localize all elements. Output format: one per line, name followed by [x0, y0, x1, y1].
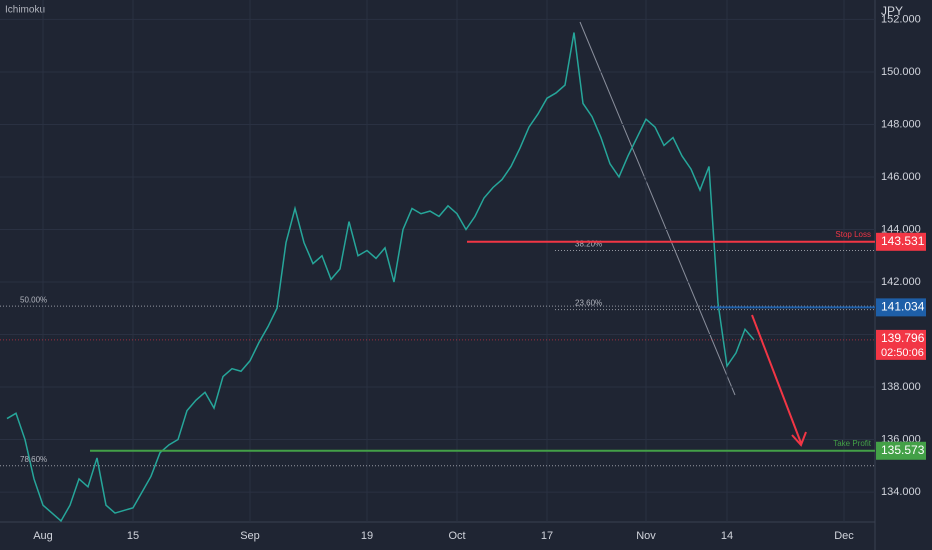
forecast-arrow — [751, 314, 802, 444]
x-tick-label: Aug — [33, 530, 53, 542]
x-tick-label: Oct — [448, 530, 465, 542]
price-badge-text: 135.573 — [881, 443, 925, 457]
y-tick-label: 152.000 — [881, 13, 921, 25]
fib-label: 38.20% — [575, 240, 602, 249]
price-badge — [876, 441, 926, 460]
y-tick-label: 146.000 — [881, 171, 921, 183]
y-tick-label: 142.000 — [881, 276, 921, 288]
y-tick-label: 144.000 — [881, 223, 921, 235]
x-tick-label: Sep — [240, 530, 260, 542]
last-price-text: 139.796 — [881, 331, 925, 345]
x-tick-label: Dec — [834, 530, 854, 542]
chart-title: Ichimoku — [5, 5, 45, 16]
level-label: Stop Loss — [835, 230, 871, 239]
trend-line — [579, 21, 736, 396]
price-badge-text: 141.034 — [881, 300, 925, 314]
y-tick-label: 148.000 — [881, 118, 921, 130]
x-tick-label: 14 — [721, 530, 733, 542]
x-tick-label: 17 — [541, 530, 553, 542]
fib-label: 50.00% — [20, 295, 47, 304]
price-badge-text: 143.531 — [881, 234, 925, 248]
unit-label: JPY — [881, 4, 903, 18]
level-label: Take Profit — [833, 439, 872, 448]
fib-label: 78.60% — [20, 455, 47, 464]
x-tick-label: Nov — [636, 530, 656, 542]
fib-label: 23.60% — [575, 299, 602, 308]
price-line — [6, 32, 755, 523]
countdown-text: 02:50:06 — [881, 347, 924, 359]
x-tick-label: 19 — [361, 530, 373, 542]
price-badge — [876, 232, 926, 251]
y-tick-label: 134.000 — [881, 486, 921, 498]
price-badge — [876, 298, 926, 317]
last-price-badge — [876, 329, 926, 360]
y-tick-label: 150.000 — [881, 66, 921, 78]
arrow-head — [791, 431, 807, 447]
x-tick-label: 15 — [127, 530, 139, 542]
y-tick-label: 138.000 — [881, 381, 921, 393]
